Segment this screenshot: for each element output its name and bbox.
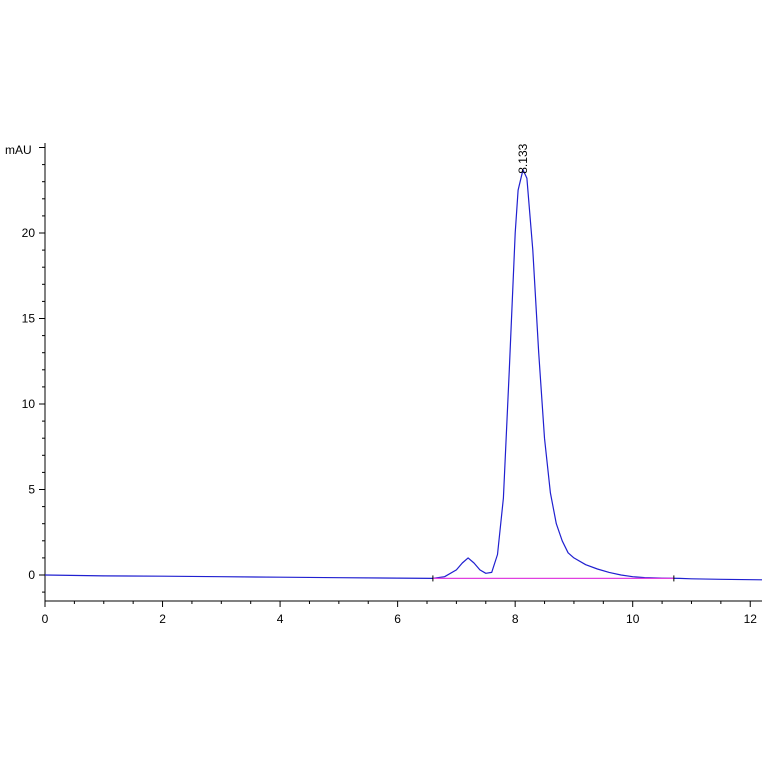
- y-axis-label: mAU: [5, 143, 32, 157]
- y-tick-label: 5: [28, 483, 35, 497]
- x-tick-label: 10: [626, 612, 640, 626]
- annotation-layer: 8.133: [516, 143, 530, 173]
- y-tick-label: 15: [22, 312, 36, 326]
- signal-trace: [44, 169, 763, 581]
- x-tick-label: 12: [744, 612, 758, 626]
- axes: [44, 143, 762, 602]
- x-tick-label: 8: [512, 612, 519, 626]
- series-layer: [44, 169, 763, 582]
- x-tick-label: 6: [394, 612, 401, 626]
- x-tick-label: 2: [159, 612, 166, 626]
- y-tick-label: 20: [22, 226, 36, 240]
- tick-marks: 0 2 4 6 8 10 12 0 5 10 15 20: [22, 147, 758, 626]
- peak-label: 8.133: [516, 143, 530, 173]
- y-tick-label: 10: [22, 397, 36, 411]
- x-tick-label: 0: [42, 612, 49, 626]
- y-tick-label: 0: [28, 568, 35, 582]
- x-tick-label: 4: [277, 612, 284, 626]
